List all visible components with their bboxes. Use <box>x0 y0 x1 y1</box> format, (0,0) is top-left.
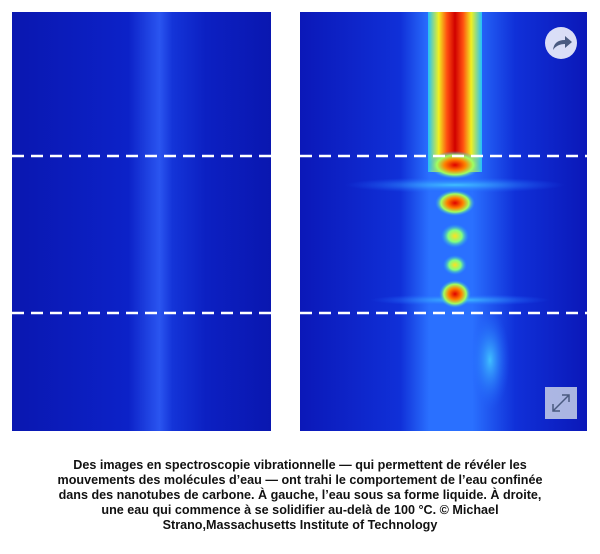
dashed-lines <box>12 154 587 315</box>
caption-line: mouvements des molécules d’eau — ont tra… <box>58 473 543 487</box>
caption-line: une eau qui commence à se solidifier au-… <box>101 503 498 517</box>
caption-line: Des images en spectroscopie vibrationnel… <box>73 458 527 472</box>
caption: Des images en spectroscopie vibrationnel… <box>58 458 543 532</box>
caption-line: dans des nanotubes de carbone. À gauche,… <box>59 487 542 502</box>
left-image <box>12 12 271 431</box>
share-button[interactable] <box>545 27 577 59</box>
expand-button[interactable] <box>545 387 577 419</box>
right-image <box>300 12 587 431</box>
caption-line: Strano,Massachusetts Institute of Techno… <box>163 518 438 532</box>
